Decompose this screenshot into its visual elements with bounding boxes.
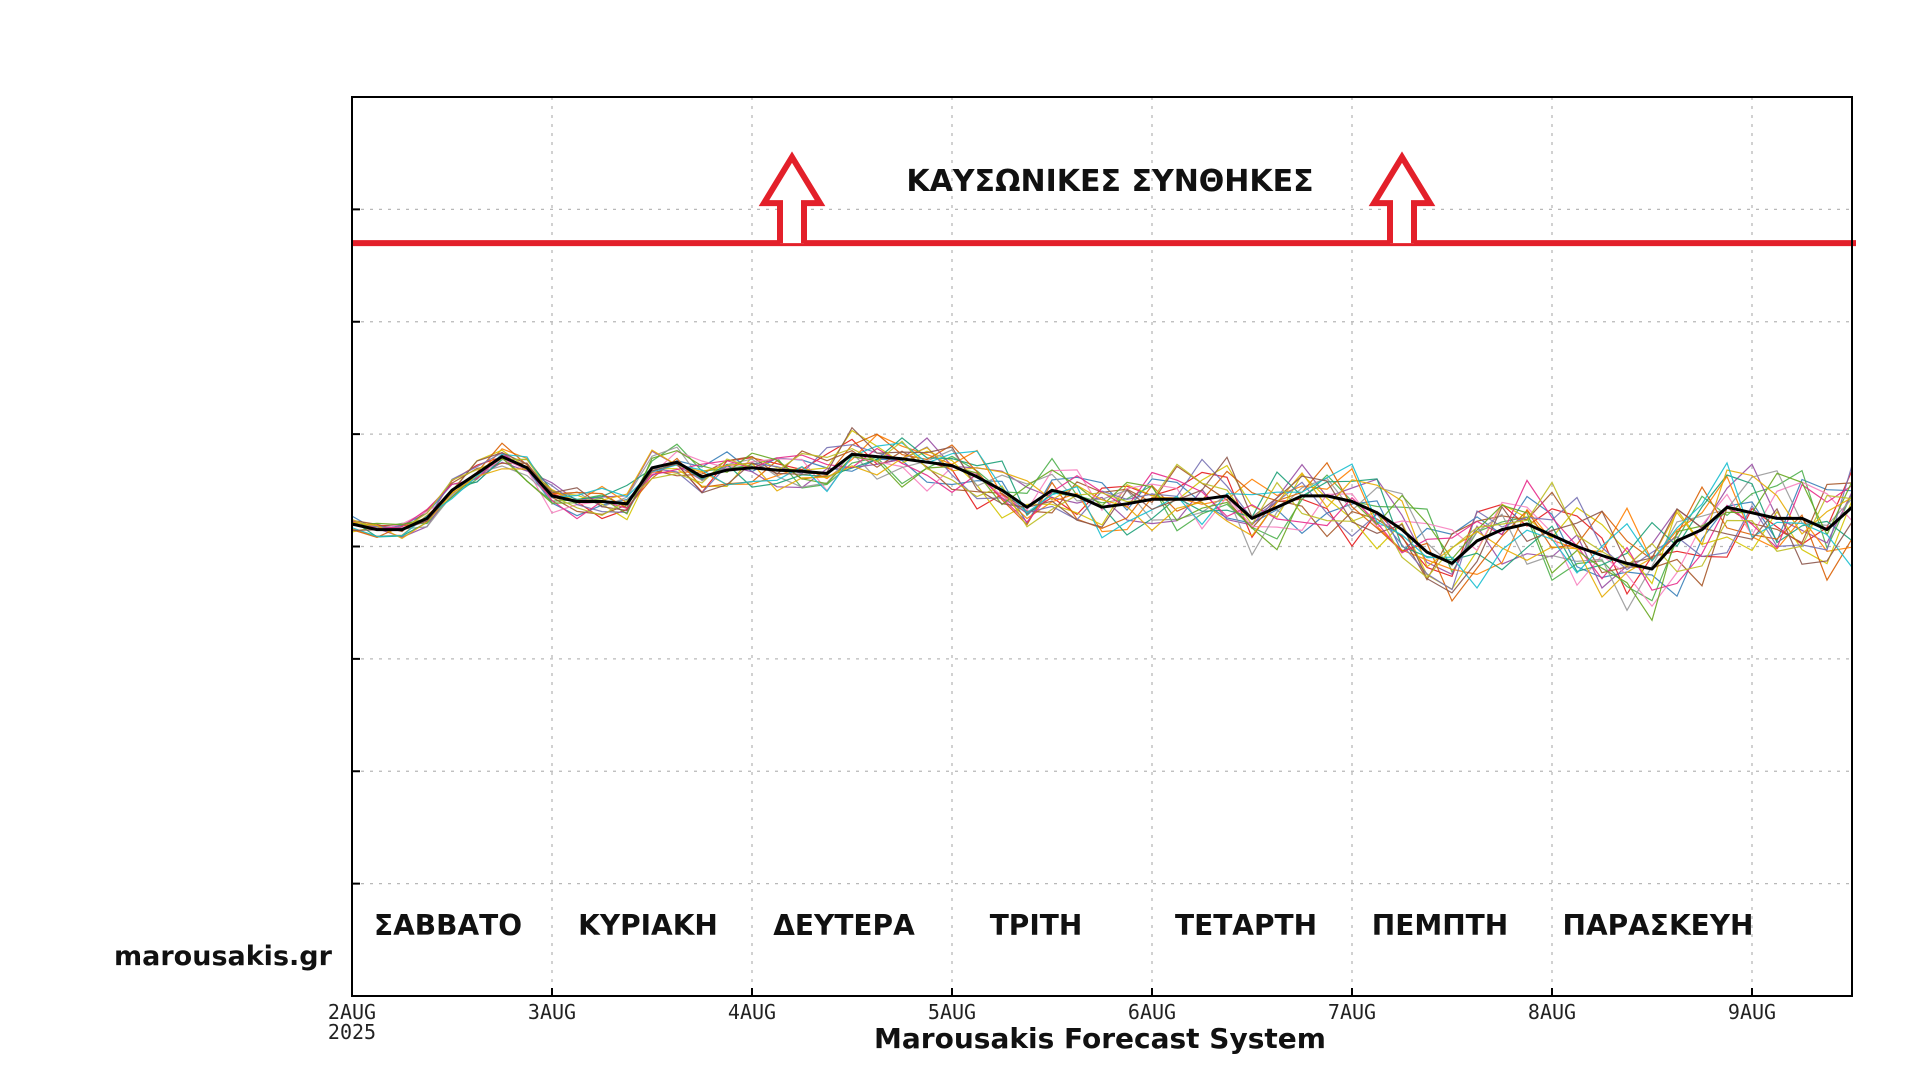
up-arrow-icon — [1368, 151, 1436, 244]
day-name-label: ΤΡΙΤΗ — [990, 909, 1083, 942]
ensemble-member-line — [351, 438, 1853, 596]
ensemble-member-line — [351, 429, 1853, 590]
heatwave-banner: ΚΑΥΣΩΝΙΚΕΣ ΣΥΝΘΗΚΕΣ — [906, 164, 1313, 199]
mean-line — [351, 452, 1854, 571]
ensemble-member-line — [351, 433, 1853, 603]
x-tick-label: 6AUG — [1128, 1000, 1176, 1024]
day-labels: ΣΑΒΒΑΤΟ ΚΥΡΙΑΚΗ ΔΕΥΤΕΡΑ ΤΡΙΤΗ ΤΕΤΑΡΤΗ ΠΕΜΠΤΗ Π… — [374, 909, 1754, 942]
up-arrow-icon — [758, 151, 826, 244]
x-tick-label: 8AUG — [1528, 1000, 1576, 1024]
day-name-label: ΠΕΜΠΤΗ — [1372, 909, 1508, 942]
ensemble-member-line — [351, 443, 1853, 602]
x-tick-label: 9AUG — [1728, 1000, 1776, 1024]
day-name-label: ΣΑΒΒΑΤΟ — [374, 909, 522, 942]
x-tick-label: 2AUG — [328, 1000, 376, 1024]
day-name-label: ΤΕΤΑΡΤΗ — [1175, 909, 1317, 942]
ensemble-member-line — [351, 440, 1853, 579]
ensemble-member-line — [351, 451, 1853, 598]
ensemble-member-line — [351, 426, 1853, 594]
ensemble-members — [351, 426, 1853, 622]
x-tick-label: 7AUG — [1328, 1000, 1376, 1024]
grid — [351, 97, 1852, 996]
site-watermark: marousakis.gr — [114, 941, 332, 972]
ensemble-member-line — [351, 442, 1853, 590]
x-axis-title: Marousakis Forecast System — [874, 1022, 1326, 1055]
x-tick-label: 4AUG — [728, 1000, 776, 1024]
heatwave-threshold: ΚΑΥΣΩΝΙΚΕΣ ΣΥΝΘΗΚΕΣ — [352, 151, 1856, 247]
plot-frame — [351, 96, 1853, 997]
ensemble-member-line — [351, 444, 1853, 591]
x-tick-label: 3AUG — [528, 1000, 576, 1024]
x-tick-sublabel: 2025 — [328, 1020, 376, 1044]
ensemble-mean — [351, 452, 1854, 571]
day-name-label: ΔΕΥΤΕΡΑ — [773, 909, 915, 942]
day-name-label: ΠΑΡΑΣΚΕΥΗ — [1563, 909, 1754, 942]
day-name-label: ΚΥΡΙΑΚΗ — [578, 909, 718, 942]
x-tick-label: 5AUG — [928, 1000, 976, 1024]
